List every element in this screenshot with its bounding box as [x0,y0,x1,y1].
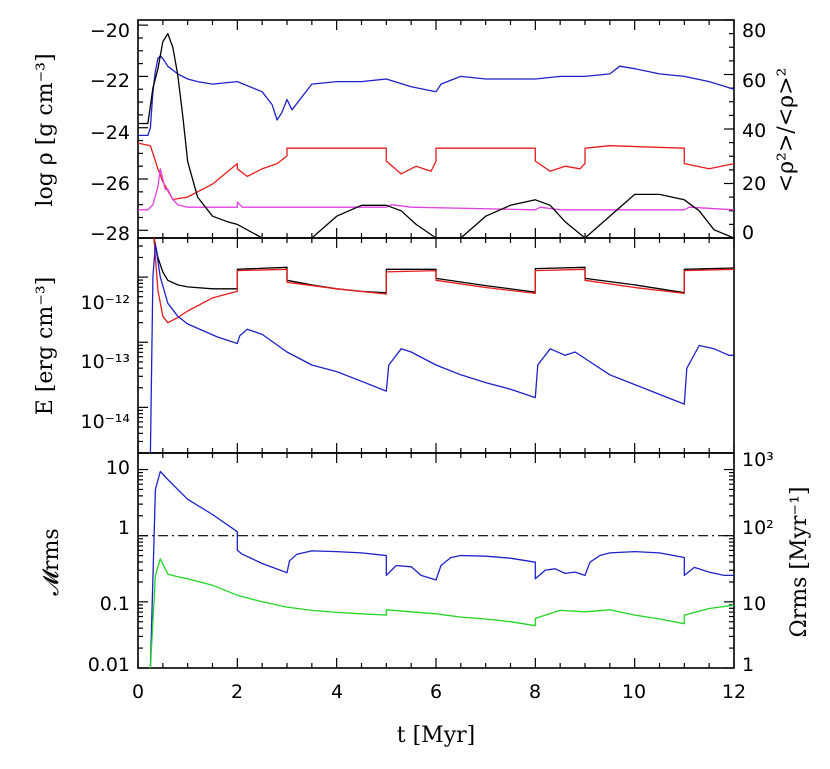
y2-tick-label: 10² [742,517,774,539]
y-tick-label: 10⁻¹² [81,292,130,314]
y-tick-label: 10 [106,457,130,479]
series-line-red [153,237,735,324]
y-tick-label: 10⁻¹³ [81,351,130,373]
y-tick-label: 0.01 [88,654,130,676]
y2-tick-label: 10 [742,593,766,615]
y-tick-label: −28 [90,223,130,245]
y2-tick-label: 10³ [742,449,774,471]
y-tick-label: −20 [90,20,130,42]
x-tick-label: 4 [331,681,343,703]
y2-tick-label: 0 [742,222,754,244]
y2-tick-label: 40 [742,120,766,142]
series-line-black [138,32,735,239]
y-tick-label: −22 [90,70,130,92]
y2-tick-label: 20 [742,173,766,195]
bottom-panel-frame [137,452,735,669]
x-tick-label: 8 [529,681,541,703]
series-line-black [153,237,735,294]
y-tick-label: −24 [90,122,130,144]
bottom-panel-series [149,470,735,669]
top-panel-frame [137,19,735,239]
x-tick-label: 6 [430,681,442,703]
x-tick-label: 10 [622,681,646,703]
y2-tick-label: 1 [742,654,754,676]
series-line-red [137,142,735,201]
top-y2-axis-label: <ρ²>/<ρ>² [774,68,799,193]
series-line-blue [149,243,734,454]
x-tick-label: 0 [132,681,144,703]
y-tick-label: −26 [90,173,130,195]
y-tick-label: 10⁻¹⁴ [81,411,131,433]
middle-panel-series [149,237,735,454]
y-tick-label: 1 [118,517,130,539]
series-line-magenta [138,168,735,211]
bottom-y2-axis-label: Ωrms [Myr⁻¹] [787,487,812,638]
top-panel-series [137,32,735,239]
series-line-blue [138,55,735,137]
tick-marks [137,19,735,669]
y2-tick-label: 80 [742,20,766,42]
y-tick-label: 0.1 [100,593,130,615]
top-y-axis-label: log ρ [g cm⁻³] [33,53,58,206]
series-line-blue [149,470,734,669]
series-line-green [149,558,735,669]
y2-tick-label: 60 [742,70,766,92]
bottom-y-axis-label: 𝓜rms [39,528,64,595]
x-axis-label: t [Myr] [397,723,475,748]
x-tick-label: 2 [231,681,243,703]
middle-y-axis-label: E [erg cm⁻³] [33,277,58,415]
x-tick-label: 12 [722,681,746,703]
